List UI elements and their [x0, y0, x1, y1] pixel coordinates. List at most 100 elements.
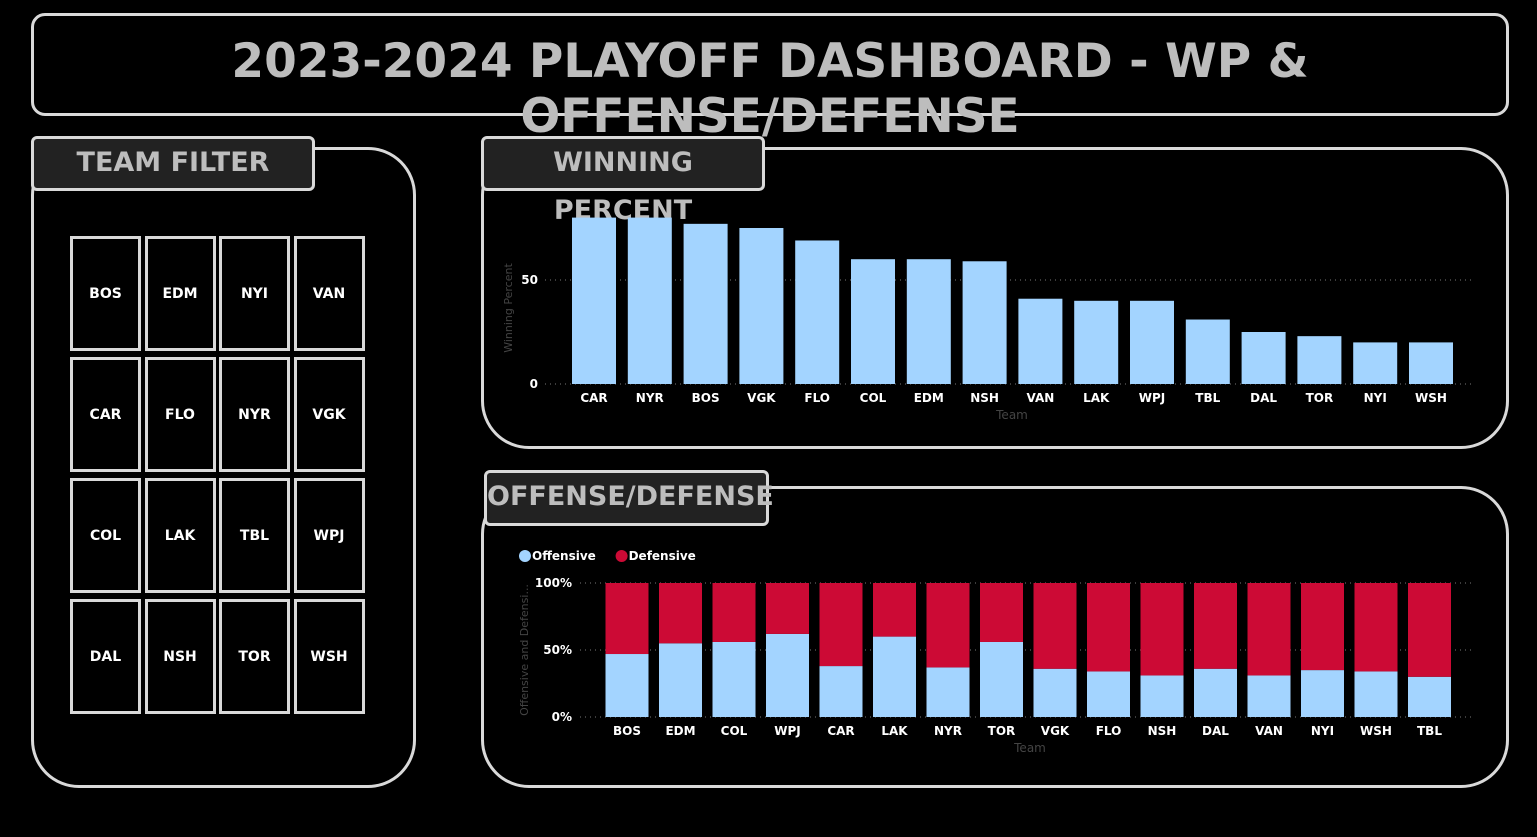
bar-defensive-tbl [1408, 583, 1451, 677]
bar-edm [906, 259, 951, 384]
team-filter-bos[interactable]: BOS [70, 236, 141, 351]
x-tick-label: NYR [934, 724, 962, 738]
x-tick-label: TBL [1417, 724, 1442, 738]
x-tick-label: CAR [827, 724, 854, 738]
winning-percent-title: WINNING PERCENT [481, 136, 765, 226]
y-tick-label: 50 [521, 273, 538, 287]
bar-defensive-lak [873, 583, 916, 637]
x-tick-label: BOS [692, 391, 720, 405]
x-tick-label: LAK [881, 724, 908, 738]
team-filter-col[interactable]: COL [70, 478, 141, 593]
bar-defensive-wsh [1354, 583, 1398, 672]
bar-offensive-van [1247, 675, 1291, 717]
x-tick-label: COL [860, 391, 887, 405]
team-filter-edm[interactable]: EDM [144, 236, 216, 351]
bar-nyr [627, 217, 672, 384]
bar-wsh [1409, 342, 1453, 384]
bar-offensive-wpj [766, 633, 809, 717]
winning-percent-chart: 0 50 CAR NYR BOS VGK FLO COL EDM NSH VAN LAK WPJ TBL D… [502, 217, 1475, 422]
x-tick-label: WSH [1360, 724, 1392, 738]
bar-lak [1074, 300, 1119, 384]
team-filter-wpj[interactable]: WPJ [293, 478, 365, 593]
x-tick-label: TOR [1306, 391, 1334, 405]
bar-offensive-dal [1194, 668, 1237, 717]
team-filter-nyi[interactable]: NYI [219, 236, 290, 351]
bar-defensive-bos [605, 583, 649, 655]
y-tick-label: 0 [530, 377, 538, 391]
team-filter-vgk[interactable]: VGK [293, 357, 365, 472]
bar-offensive-bos [605, 654, 649, 717]
x-tick-label: EDM [914, 391, 944, 405]
bar-offensive-nsh [1140, 675, 1184, 717]
bar-defensive-car [819, 583, 863, 667]
y-tick-label: 50% [543, 643, 572, 657]
bar-bos [683, 223, 728, 384]
bar-car [572, 217, 616, 384]
legend-label-defensive: Defensive [629, 549, 696, 563]
bar-flo [795, 240, 840, 384]
team-filter-car[interactable]: CAR [70, 357, 141, 472]
team-filter-nyr[interactable]: NYR [219, 357, 290, 472]
x-tick-label: DAL [1202, 724, 1229, 738]
winning-percent-panel [481, 147, 1509, 449]
bar-wpj [1130, 300, 1174, 384]
bar-offensive-wsh [1354, 671, 1398, 717]
x-tick-label: VAN [1026, 391, 1054, 405]
x-tick-label: TBL [1195, 391, 1220, 405]
legend: Offensive Defensive [519, 549, 696, 563]
y-axis-label: Offensive and Defensi... [518, 584, 531, 716]
team-filter-flo[interactable]: FLO [144, 357, 216, 472]
x-tick-label: NSH [970, 391, 999, 405]
bar-defensive-nsh [1140, 583, 1184, 676]
x-tick-label: NYI [1364, 391, 1387, 405]
team-filter-tbl[interactable]: TBL [219, 478, 290, 593]
y-tick-label: 0% [552, 710, 572, 724]
team-filter-van[interactable]: VAN [293, 236, 365, 351]
bar-offensive-lak [873, 636, 916, 717]
x-tick-label: NSH [1148, 724, 1177, 738]
bar-defensive-nyi [1301, 583, 1344, 671]
y-axis-label: Winning Percent [502, 263, 515, 353]
legend-marker-offensive [519, 550, 531, 562]
x-tick-label: DAL [1250, 391, 1277, 405]
bar-defensive-edm [659, 583, 702, 644]
x-tick-label: VGK [747, 391, 776, 405]
offense-defense-title: OFFENSE/DEFENSE [484, 470, 774, 526]
team-filter-nsh[interactable]: NSH [144, 599, 216, 714]
x-tick-label: WPJ [774, 724, 801, 738]
x-tick-label: NYI [1311, 724, 1334, 738]
offense-defense-chart: Offensive Defensive 0% 50% 100% BOS EDM COL WPJ C… [518, 549, 1475, 755]
team-filter-tor[interactable]: TOR [219, 599, 290, 714]
x-axis-label: Team [1013, 741, 1046, 755]
offense-defense-panel [481, 486, 1509, 788]
bar-defensive-col [712, 583, 756, 642]
x-tick-label: BOS [613, 724, 641, 738]
bar-defensive-wpj [766, 583, 809, 634]
team-filter-title: TEAM FILTER [31, 136, 315, 191]
bar-nsh [962, 261, 1007, 384]
bar-offensive-nyi [1301, 670, 1344, 717]
bar-defensive-vgk [1033, 583, 1077, 669]
bar-defensive-nyr [926, 583, 970, 668]
team-filter-wsh[interactable]: WSH [293, 599, 365, 714]
title-banner: 2023-2024 PLAYOFF DASHBOARD - WP & OFFEN… [31, 13, 1509, 144]
x-tick-label: COL [721, 724, 748, 738]
bar-col [851, 259, 895, 384]
x-tick-label: VAN [1255, 724, 1283, 738]
x-tick-label: NYR [636, 391, 664, 405]
bar-dal [1241, 332, 1286, 384]
bar-defensive-van [1247, 583, 1291, 676]
x-tick-label: FLO [1096, 724, 1122, 738]
team-filter-dal[interactable]: DAL [70, 599, 141, 714]
bar-offensive-vgk [1033, 668, 1077, 717]
bar-tbl [1185, 319, 1230, 384]
x-tick-label: TOR [988, 724, 1016, 738]
x-tick-label: CAR [580, 391, 607, 405]
team-filter-lak[interactable]: LAK [144, 478, 216, 593]
bar-offensive-car [819, 666, 863, 717]
bar-offensive-tbl [1408, 676, 1451, 717]
bar-offensive-nyr [926, 667, 970, 717]
y-tick-label: 100% [535, 576, 572, 590]
bar-tor [1297, 336, 1342, 384]
bar-offensive-col [712, 641, 756, 717]
